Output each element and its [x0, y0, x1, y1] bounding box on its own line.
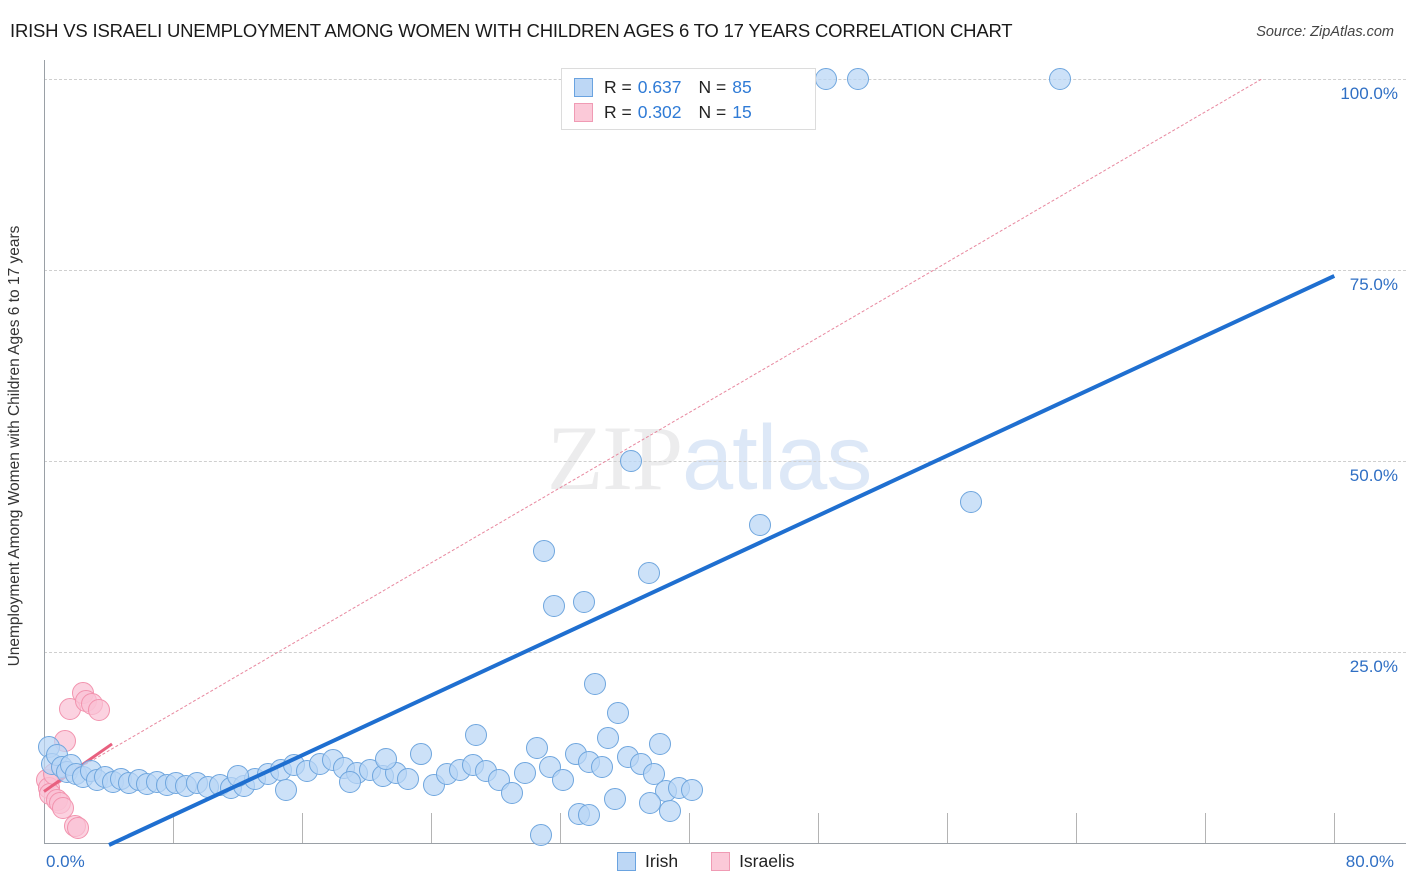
irish-data-point	[465, 723, 488, 746]
series-legend: Irish Israelis	[617, 851, 828, 872]
source-note: Source: ZipAtlas.com	[1256, 24, 1394, 40]
plot-area	[36, 60, 1335, 847]
israelis-r-label: R =	[604, 102, 632, 122]
x-axis-tick	[1334, 813, 1335, 843]
israelis-n-label: N =	[698, 102, 727, 122]
irish-data-point	[648, 732, 671, 755]
irish-data-point	[339, 770, 362, 793]
irish-data-point	[603, 787, 626, 810]
irish-data-point	[500, 781, 523, 804]
irish-data-point	[374, 747, 397, 770]
y-axis-title: Unemployment Among Women with Children A…	[6, 225, 23, 667]
gridline	[44, 270, 1406, 271]
israelis-data-point	[66, 816, 89, 839]
gridline	[44, 461, 1406, 462]
irish-trendline	[107, 274, 1335, 847]
irish-data-point	[542, 595, 565, 618]
x-axis-tick	[431, 813, 432, 843]
irish-n-label: N =	[698, 77, 727, 97]
irish-legend-label: Irish	[645, 851, 679, 871]
irish-data-point	[637, 561, 660, 584]
irish-data-point	[960, 491, 983, 514]
israelis-r-value: 0.302	[637, 102, 682, 122]
x-axis-tick	[173, 813, 174, 843]
irish-data-point	[590, 755, 613, 778]
irish-data-point	[619, 450, 642, 472]
irish-data-point	[526, 737, 549, 760]
y-axis-tick-label: 50.0%	[1349, 466, 1398, 485]
x-axis-tick	[1205, 813, 1206, 843]
x-axis-tick	[689, 813, 690, 843]
irish-data-point	[274, 778, 297, 801]
israelis-reference-line	[67, 79, 1262, 776]
irish-data-point	[681, 779, 704, 802]
irish-data-point	[815, 68, 838, 90]
x-axis-max-label: 80.0%	[1345, 852, 1394, 871]
israelis-swatch-icon	[574, 103, 593, 122]
irish-data-point	[397, 767, 420, 790]
statistics-legend: R = 0.637 N = 85 R = 0.302 N = 15	[561, 68, 816, 130]
irish-swatch-icon	[574, 78, 593, 97]
x-axis-tick	[302, 813, 303, 843]
irish-data-point	[584, 673, 607, 696]
israelis-data-point	[52, 796, 75, 819]
irish-data-point	[532, 540, 555, 563]
x-axis-min-label: 0.0%	[46, 852, 85, 871]
irish-legend-swatch-icon	[617, 852, 636, 871]
irish-data-point	[578, 804, 601, 827]
gridline	[44, 652, 1406, 653]
irish-data-point	[573, 590, 596, 613]
irish-data-point	[658, 799, 681, 822]
irish-data-point	[597, 726, 620, 749]
y-axis-tick-label: 100.0%	[1340, 84, 1398, 103]
x-axis-tick	[1076, 813, 1077, 843]
israelis-legend-label: Israelis	[739, 851, 795, 871]
irish-data-point	[607, 702, 630, 725]
irish-data-point	[552, 769, 575, 792]
irish-n-value: 85	[732, 77, 752, 97]
israelis-legend-swatch-icon	[711, 852, 731, 871]
stat-row-israelis: R = 0.302 N = 15	[574, 100, 805, 125]
legend-item-irish[interactable]: Irish	[617, 851, 678, 872]
israelis-n-value: 15	[732, 102, 752, 122]
x-axis-tick	[947, 813, 948, 843]
page-title: IRISH VS ISRAELI UNEMPLOYMENT AMONG WOME…	[10, 20, 1013, 41]
irish-r-value: 0.637	[637, 77, 682, 97]
irish-r-label: R =	[604, 77, 632, 97]
irish-data-point	[226, 764, 249, 787]
irish-data-point	[639, 792, 662, 815]
y-axis-line	[44, 60, 45, 843]
irish-data-point	[748, 514, 771, 537]
irish-data-point	[642, 763, 665, 786]
y-axis-tick-label: 75.0%	[1349, 275, 1398, 294]
israelis-data-point	[87, 699, 110, 722]
y-axis-tick-label: 25.0%	[1349, 657, 1398, 676]
stat-row-irish: R = 0.637 N = 85	[574, 75, 805, 100]
irish-data-point	[410, 743, 433, 766]
irish-data-point	[529, 824, 552, 847]
x-axis-tick	[818, 813, 819, 843]
x-axis-line	[44, 843, 1406, 844]
x-axis-tick	[560, 813, 561, 843]
irish-data-point	[847, 68, 870, 90]
irish-data-point	[513, 761, 536, 784]
legend-item-israelis[interactable]: Israelis	[711, 851, 795, 872]
irish-data-point	[1048, 68, 1071, 90]
